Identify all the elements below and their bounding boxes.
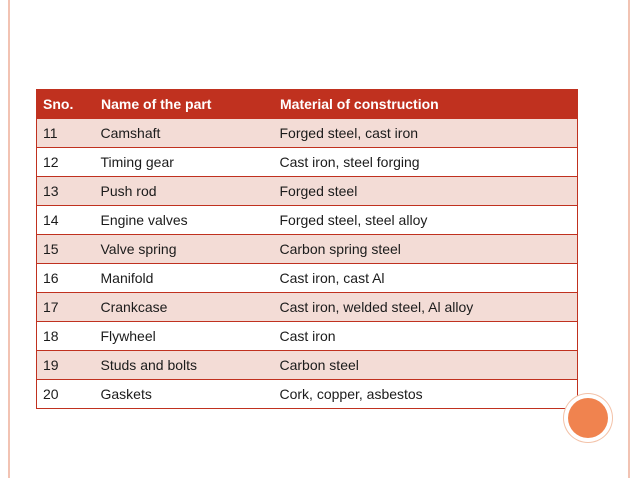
cell-material: Cast iron, welded steel, Al alloy	[273, 292, 578, 322]
slide-frame	[8, 0, 630, 478]
table-row: 13 Push rod Forged steel	[36, 176, 578, 206]
cell-part-name: Crankcase	[94, 292, 274, 322]
table-row: 12 Timing gear Cast iron, steel forging	[36, 147, 578, 177]
cell-material: Forged steel, steel alloy	[273, 205, 578, 235]
cell-part-name: Timing gear	[94, 147, 274, 177]
decorative-circle	[568, 398, 608, 438]
cell-material: Forged steel	[273, 176, 578, 206]
cell-sno: 20	[36, 379, 95, 409]
parts-materials-table: Sno. Name of the part Material of constr…	[36, 89, 578, 409]
cell-part-name: Push rod	[94, 176, 274, 206]
table-row: 20 Gaskets Cork, copper, asbestos	[36, 379, 578, 409]
header-sno: Sno.	[36, 89, 95, 119]
cell-sno: 13	[36, 176, 95, 206]
cell-material: Cast iron	[273, 321, 578, 351]
table-row: 19 Studs and bolts Carbon steel	[36, 350, 578, 380]
cell-material: Carbon steel	[273, 350, 578, 380]
cell-sno: 15	[36, 234, 95, 264]
cell-sno: 17	[36, 292, 95, 322]
cell-part-name: Gaskets	[94, 379, 274, 409]
cell-material: Carbon spring steel	[273, 234, 578, 264]
cell-sno: 14	[36, 205, 95, 235]
cell-part-name: Manifold	[94, 263, 274, 293]
cell-material: Cast iron, cast Al	[273, 263, 578, 293]
table-row: 16 Manifold Cast iron, cast Al	[36, 263, 578, 293]
table-row: 15 Valve spring Carbon spring steel	[36, 234, 578, 264]
table-header-row: Sno. Name of the part Material of constr…	[36, 89, 578, 119]
cell-part-name: Studs and bolts	[94, 350, 274, 380]
table-row: 17 Crankcase Cast iron, welded steel, Al…	[36, 292, 578, 322]
cell-part-name: Engine valves	[94, 205, 274, 235]
cell-sno: 19	[36, 350, 95, 380]
cell-material: Cast iron, steel forging	[273, 147, 578, 177]
table-row: 14 Engine valves Forged steel, steel all…	[36, 205, 578, 235]
header-material: Material of construction	[273, 89, 578, 119]
cell-sno: 12	[36, 147, 95, 177]
table-row: 11 Camshaft Forged steel, cast iron	[36, 118, 578, 148]
cell-material: Forged steel, cast iron	[273, 118, 578, 148]
cell-part-name: Flywheel	[94, 321, 274, 351]
cell-part-name: Valve spring	[94, 234, 274, 264]
table-row: 18 Flywheel Cast iron	[36, 321, 578, 351]
cell-sno: 16	[36, 263, 95, 293]
cell-sno: 18	[36, 321, 95, 351]
cell-material: Cork, copper, asbestos	[273, 379, 578, 409]
cell-sno: 11	[36, 118, 95, 148]
header-part-name: Name of the part	[94, 89, 274, 119]
cell-part-name: Camshaft	[94, 118, 274, 148]
